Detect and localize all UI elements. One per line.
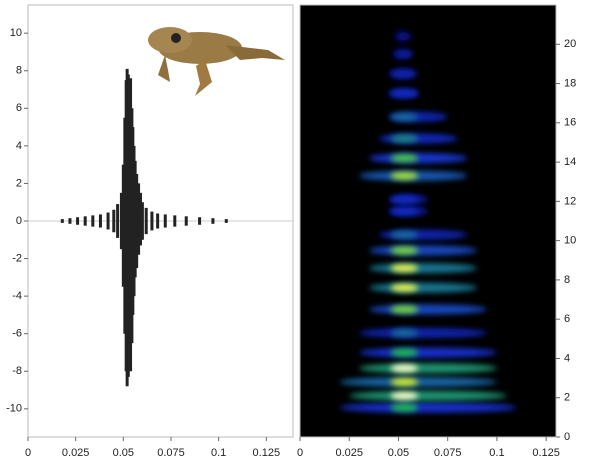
harmonic-core (390, 134, 419, 143)
x-tick-label: 0.025 (62, 447, 90, 459)
y-tick-label: 0 (564, 431, 570, 443)
harmonic-core (390, 403, 419, 412)
y-tick-label: 2 (16, 177, 22, 189)
harmonic-band (359, 363, 497, 374)
y-tick-label: 8 (16, 65, 22, 77)
harmonic-core (390, 195, 419, 204)
harmonic-core (390, 364, 419, 373)
harmonic-core (390, 171, 419, 180)
harmonic-core (390, 283, 419, 292)
harmonic-band (368, 282, 478, 293)
harmonic-core (391, 69, 418, 78)
y-tick-label: 18 (564, 77, 576, 89)
y-tick-label: 0 (16, 215, 22, 227)
harmonic-core (390, 112, 419, 121)
harmonic-core (390, 230, 419, 239)
y-tick-label: 12 (564, 195, 576, 207)
x-tick-label: 0.1 (489, 447, 504, 459)
harmonic-core (390, 154, 419, 163)
x-tick-label: 0.05 (113, 447, 134, 459)
y-tick-label: -10 (6, 403, 22, 415)
harmonic-core (390, 348, 419, 357)
x-tick-label: 0 (25, 447, 31, 459)
x-tick-label: 0.125 (253, 447, 281, 459)
y-tick-label: 2 (564, 392, 570, 404)
harmonic-core (390, 246, 419, 255)
y-tick-label: -6 (12, 328, 22, 340)
harmonic-band (368, 245, 478, 256)
harmonic-band (339, 402, 517, 413)
harmonic-core (390, 378, 419, 387)
harmonic-core (397, 32, 412, 41)
x-tick-label: 0.1 (211, 447, 226, 459)
y-tick-label: 10 (564, 235, 576, 247)
y-tick-label: 6 (16, 102, 22, 114)
frog-photo (148, 27, 285, 96)
y-tick-label: 6 (564, 313, 570, 325)
y-tick-label: 20 (564, 38, 576, 50)
harmonic-band (359, 327, 488, 338)
x-tick-label: 0 (297, 447, 303, 459)
y-tick-label: 10 (10, 27, 22, 39)
harmonic-core (390, 207, 419, 216)
y-tick-label: -2 (12, 252, 22, 264)
harmonic-core (390, 328, 419, 337)
y-tick-label: 4 (564, 352, 570, 364)
harmonic-band (359, 347, 497, 358)
x-tick-label: 0.125 (532, 447, 560, 459)
harmonic-band (368, 304, 488, 315)
harmonic-core (390, 305, 419, 314)
harmonic-band (368, 263, 478, 274)
y-tick-label: 16 (564, 117, 576, 129)
harmonic-core (390, 89, 419, 98)
x-tick-label: 0.075 (157, 447, 185, 459)
harmonic-core (395, 50, 414, 59)
y-tick-label: -8 (12, 365, 22, 377)
x-tick-label: 0.025 (335, 447, 363, 459)
harmonic-core (390, 264, 419, 273)
harmonic-core (390, 391, 419, 400)
x-tick-label: 0.075 (434, 447, 462, 459)
y-tick-label: 4 (16, 140, 22, 152)
x-tick-label: 0.05 (388, 447, 409, 459)
y-tick-label: 8 (564, 274, 570, 286)
y-tick-label: 14 (564, 156, 576, 168)
harmonic-band (349, 390, 507, 401)
y-tick-label: -4 (12, 290, 22, 302)
